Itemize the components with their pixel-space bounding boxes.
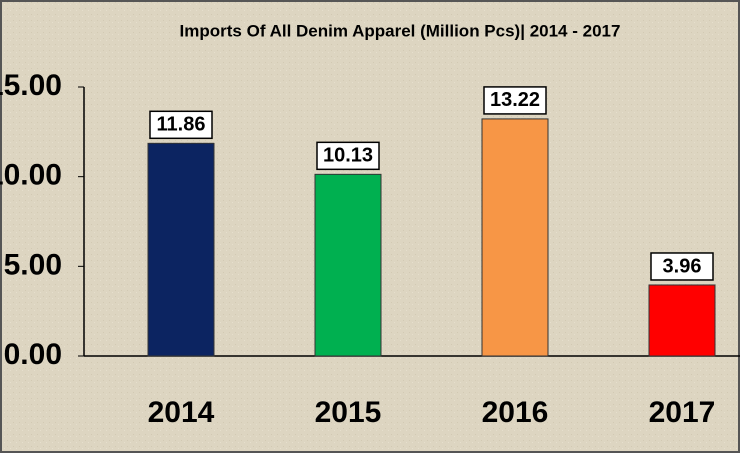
value-label-box <box>483 86 547 115</box>
x-tick-label: 2014 <box>148 396 215 429</box>
bar <box>648 284 716 357</box>
bar <box>147 142 215 357</box>
y-tick-label: 5.00 <box>4 248 62 281</box>
value-label: 11.86 <box>157 114 206 136</box>
bar <box>481 118 549 357</box>
value-label-box <box>316 141 380 171</box>
x-tick-label: 2017 <box>649 396 716 429</box>
value-label: 10.13 <box>323 145 373 167</box>
x-tick-label: 2015 <box>315 396 382 429</box>
y-tick-label: 15.00 <box>0 69 62 102</box>
y-tick-label: 10.00 <box>0 159 62 192</box>
x-tick-label: 2016 <box>482 396 549 429</box>
value-label-box <box>149 110 213 140</box>
value-label: 13.22 <box>490 89 540 111</box>
y-tick-label: 0.00 <box>4 338 62 371</box>
value-label: 3.96 <box>663 255 702 277</box>
bar <box>314 173 382 357</box>
value-label-box <box>650 252 714 281</box>
chart-title: Imports Of All Denim Apparel (Million Pc… <box>180 21 621 40</box>
